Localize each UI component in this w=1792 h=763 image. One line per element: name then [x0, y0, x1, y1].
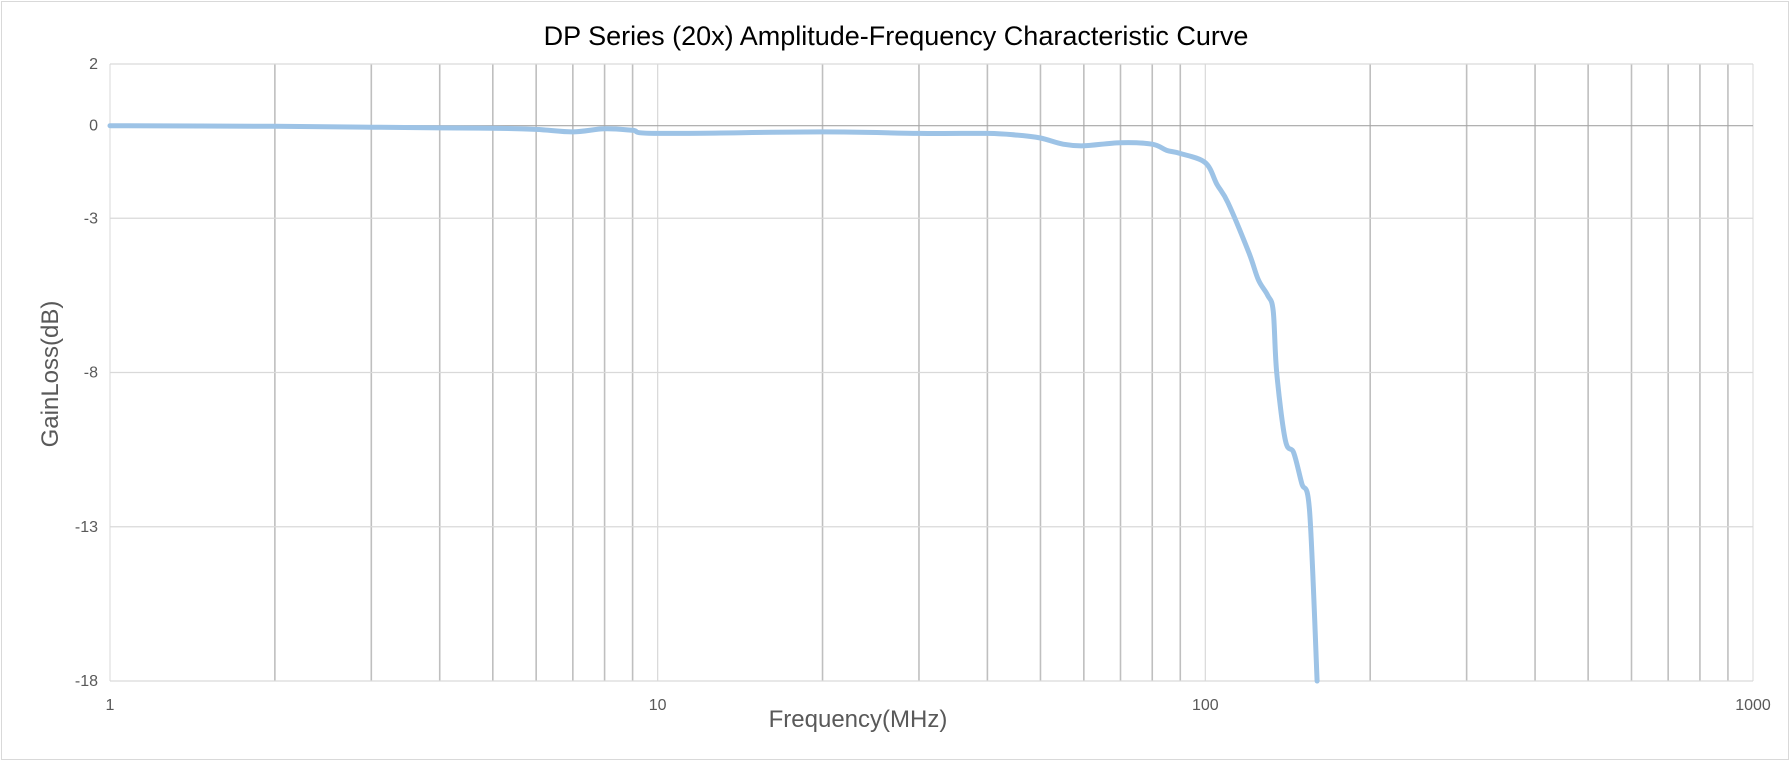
- y-tick-label: -13: [75, 519, 98, 536]
- data-point: [572, 131, 573, 132]
- x-tick-labels: 1 10 100 1000: [106, 697, 1771, 714]
- data-point: [987, 133, 988, 134]
- y-tick-labels: 2 0 -3 -8 -13 -18: [75, 56, 98, 690]
- data-point: [274, 126, 275, 127]
- y-tick-label: -18: [75, 673, 98, 690]
- x-tick-label: 10: [649, 697, 667, 714]
- data-point: [1083, 145, 1084, 146]
- grid: [109, 63, 1754, 682]
- data-point: [1258, 279, 1259, 280]
- data-point: [1267, 295, 1268, 296]
- x-axis-title: Frequency(MHz): [769, 706, 948, 733]
- data-point: [1293, 452, 1294, 453]
- data-point: [1040, 138, 1041, 139]
- data-point: [1317, 681, 1318, 682]
- y-tick-label: -8: [84, 365, 98, 382]
- x-tick-label: 1: [106, 697, 115, 714]
- data-point: [1166, 150, 1167, 151]
- data-point: [536, 129, 537, 130]
- data-point: [492, 128, 493, 129]
- data-point: [1120, 142, 1121, 143]
- data-point: [1273, 310, 1274, 311]
- data-point: [1248, 252, 1249, 253]
- data-point: [371, 127, 372, 128]
- data-point: [110, 125, 111, 126]
- data-point: [918, 133, 919, 134]
- data-point: [657, 133, 658, 134]
- data-point: [1015, 134, 1016, 135]
- data-point: [1228, 202, 1229, 203]
- data-point: [1301, 483, 1302, 484]
- data-point: [1205, 162, 1206, 163]
- data-point: [1152, 144, 1153, 145]
- data-point: [632, 130, 633, 131]
- data-point: [1276, 372, 1277, 373]
- x-tick-label: 100: [1192, 697, 1219, 714]
- data-point: [1063, 144, 1064, 145]
- y-axis-title: GainLoss(dB): [37, 301, 64, 448]
- data-point: [822, 131, 823, 132]
- chart-title: DP Series (20x) Amplitude-Frequency Char…: [544, 21, 1249, 51]
- y-tick-label: -3: [84, 210, 98, 227]
- y-tick-label: 0: [89, 118, 98, 135]
- data-point: [1180, 153, 1181, 154]
- data-point: [604, 128, 605, 129]
- data-point: [1216, 184, 1217, 185]
- y-tick-label: 2: [89, 56, 98, 73]
- data-point: [439, 127, 440, 128]
- series-line: [107, 123, 1320, 684]
- series-layer: [107, 123, 1320, 684]
- data-point: [1309, 511, 1310, 512]
- data-point: [1285, 440, 1286, 441]
- x-tick-label: 1000: [1735, 697, 1771, 714]
